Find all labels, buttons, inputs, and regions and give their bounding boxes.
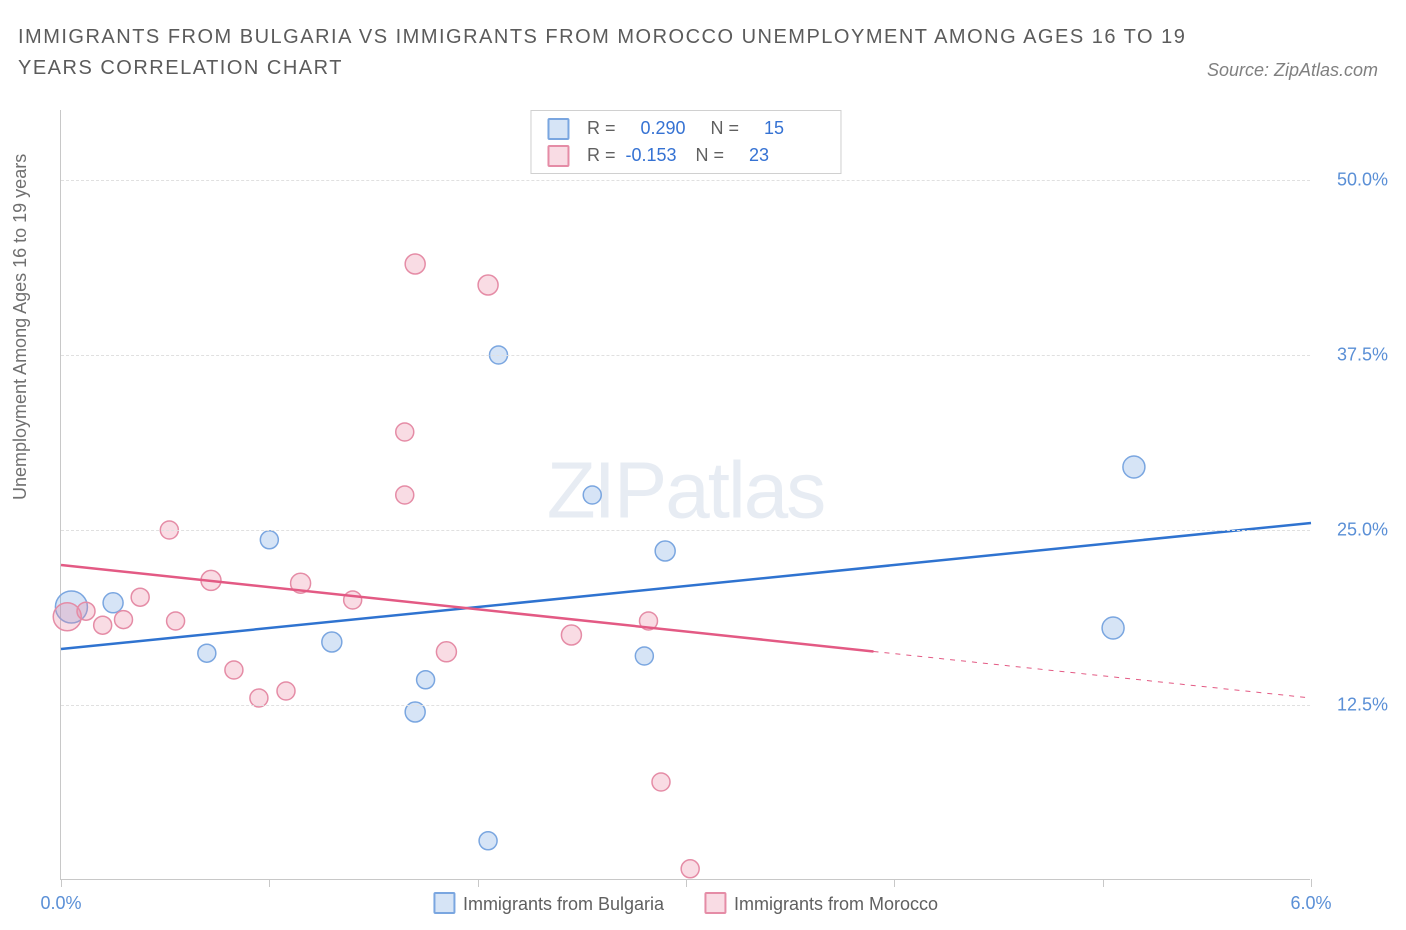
data-point-morocco <box>131 588 149 606</box>
stats-row-morocco: R =-0.153 N = 23 <box>547 142 824 169</box>
stats-legend: R = 0.290 N = 15 R =-0.153 N = 23 <box>530 110 841 174</box>
plot-area: ZIPatlas R = 0.290 N = 15 R =-0.153 N = … <box>60 110 1310 880</box>
data-point-morocco <box>344 591 362 609</box>
data-point-bulgaria <box>479 832 497 850</box>
data-point-morocco <box>652 773 670 791</box>
data-point-bulgaria <box>198 644 216 662</box>
bottom-legend: Immigrants from Bulgaria Immigrants from… <box>433 892 938 915</box>
data-point-morocco <box>436 642 456 662</box>
data-point-morocco <box>396 423 414 441</box>
swatch-bulgaria-icon <box>433 892 455 914</box>
x-tick-label: 6.0% <box>1290 893 1331 914</box>
swatch-morocco-icon <box>704 892 726 914</box>
data-point-bulgaria <box>103 593 123 613</box>
data-point-morocco <box>115 611 133 629</box>
data-point-bulgaria <box>1102 617 1124 639</box>
data-point-morocco <box>478 275 498 295</box>
data-point-bulgaria <box>417 671 435 689</box>
y-tick-label: 25.0% <box>1318 520 1388 541</box>
y-tick-label: 37.5% <box>1318 345 1388 366</box>
data-point-morocco <box>167 612 185 630</box>
data-point-morocco <box>225 661 243 679</box>
y-tick-label: 12.5% <box>1318 695 1388 716</box>
data-point-morocco <box>396 486 414 504</box>
y-axis-label: Unemployment Among Ages 16 to 19 years <box>10 154 31 500</box>
data-point-bulgaria <box>322 632 342 652</box>
data-point-morocco <box>77 602 95 620</box>
y-tick-label: 50.0% <box>1318 170 1388 191</box>
trend-line-morocco <box>61 565 874 651</box>
data-point-bulgaria <box>583 486 601 504</box>
data-point-bulgaria <box>635 647 653 665</box>
data-point-bulgaria <box>655 541 675 561</box>
data-point-morocco <box>94 616 112 634</box>
data-point-morocco <box>561 625 581 645</box>
source-attribution: Source: ZipAtlas.com <box>1207 60 1378 81</box>
data-point-morocco <box>277 682 295 700</box>
data-point-morocco <box>53 603 81 631</box>
data-point-morocco <box>681 860 699 878</box>
stats-row-bulgaria: R = 0.290 N = 15 <box>547 115 824 142</box>
swatch-bulgaria-icon <box>547 118 569 140</box>
swatch-morocco-icon <box>547 145 569 167</box>
data-point-morocco <box>405 254 425 274</box>
legend-item-bulgaria: Immigrants from Bulgaria <box>433 892 664 915</box>
x-tick-label: 0.0% <box>40 893 81 914</box>
chart-title: IMMIGRANTS FROM BULGARIA VS IMMIGRANTS F… <box>18 22 1206 84</box>
chart-svg <box>61 110 1310 879</box>
data-point-bulgaria <box>1123 456 1145 478</box>
data-point-bulgaria <box>260 531 278 549</box>
legend-item-morocco: Immigrants from Morocco <box>704 892 938 915</box>
trend-line-dashed-morocco <box>874 651 1312 698</box>
